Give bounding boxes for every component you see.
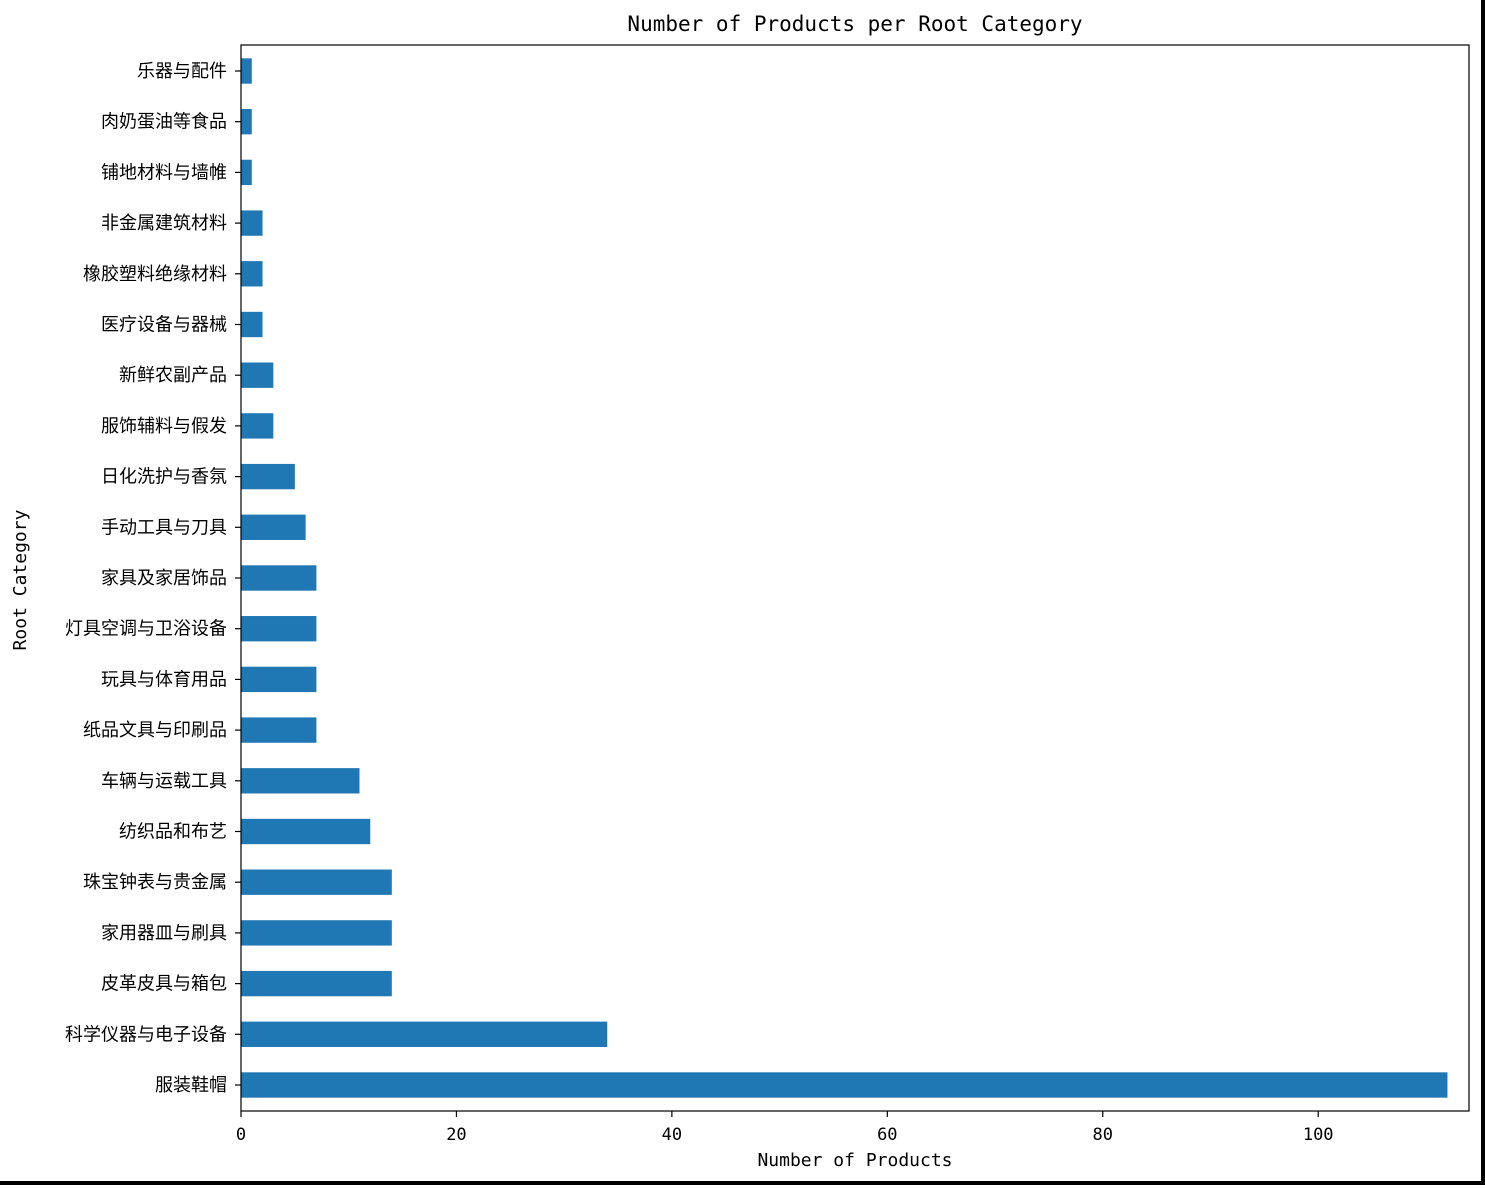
y-tick-label: 非金属建筑材料 <box>101 213 227 234</box>
bar <box>241 616 317 642</box>
bar <box>241 463 295 490</box>
bar <box>241 514 306 540</box>
y-tick-label: 车辆与运载工具 <box>101 771 227 792</box>
y-tick-label: 铺地材料与墙帷 <box>101 162 227 183</box>
x-tick-label: 40 <box>662 1125 682 1145</box>
bar <box>241 58 252 84</box>
y-tick-label: 日化洗护与香氛 <box>101 467 227 488</box>
frame-right-border <box>1481 0 1485 1185</box>
x-tick-label: 0 <box>236 1125 246 1145</box>
bar <box>241 920 392 946</box>
bar <box>241 970 392 997</box>
bar <box>241 818 371 845</box>
bar <box>241 768 360 794</box>
bar <box>241 1072 1448 1098</box>
bar <box>241 869 392 895</box>
x-axis-label: Number of Products <box>757 1150 952 1171</box>
y-tick-label: 手动工具与刀具 <box>101 517 227 538</box>
bar <box>241 413 274 439</box>
y-tick-label: 家用器皿与刷具 <box>101 923 227 944</box>
bar <box>241 717 317 743</box>
y-tick-label: 皮革皮具与箱包 <box>101 974 227 995</box>
y-tick-label: 乐器与配件 <box>137 61 227 82</box>
bar <box>241 1021 608 1047</box>
x-axis-ticks: 0 20 40 60 80 100 <box>236 1111 1334 1145</box>
y-tick-label: 玩具与体育用品 <box>101 669 227 690</box>
x-tick-label: 60 <box>877 1125 897 1145</box>
y-tick-label: 服饰辅料与假发 <box>101 416 227 437</box>
y-tick-label: 纺织品和布艺 <box>119 822 227 843</box>
bar <box>241 362 274 388</box>
y-tick-label: 科学仪器与电子设备 <box>65 1024 227 1045</box>
bar <box>241 159 252 186</box>
y-tick-label: 服装鞋帽 <box>155 1075 227 1096</box>
bar <box>241 210 263 236</box>
bar <box>241 311 263 338</box>
bar <box>241 109 252 135</box>
bar <box>241 565 317 591</box>
x-tick-label: 80 <box>1093 1125 1113 1145</box>
y-axis-ticks: 乐器与配件肉奶蛋油等食品铺地材料与墙帷非金属建筑材料橡胶塑料绝缘材料医疗设备与器… <box>65 61 241 1096</box>
bar <box>241 666 317 693</box>
x-tick-label: 20 <box>446 1125 466 1145</box>
y-tick-label: 医疗设备与器械 <box>101 315 227 336</box>
y-tick-label: 纸品文具与印刷品 <box>83 720 227 741</box>
y-tick-label: 家具及家居饰品 <box>101 568 227 589</box>
y-tick-label: 灯具空调与卫浴设备 <box>65 619 227 640</box>
y-tick-label: 新鲜农副产品 <box>119 365 227 386</box>
chart-title: Number of Products per Root Category <box>627 12 1082 36</box>
y-tick-label: 橡胶塑料绝缘材料 <box>83 264 227 285</box>
plot-area-frame <box>240 44 1470 1112</box>
frame-bottom-border <box>0 1181 1485 1185</box>
bars-group <box>241 58 1448 1098</box>
bar <box>241 261 263 287</box>
x-tick-label: 100 <box>1303 1125 1334 1145</box>
y-tick-label: 肉奶蛋油等食品 <box>101 112 227 133</box>
y-axis-label: Root Category <box>10 509 31 650</box>
y-tick-label: 珠宝钟表与贵金属 <box>83 872 227 893</box>
